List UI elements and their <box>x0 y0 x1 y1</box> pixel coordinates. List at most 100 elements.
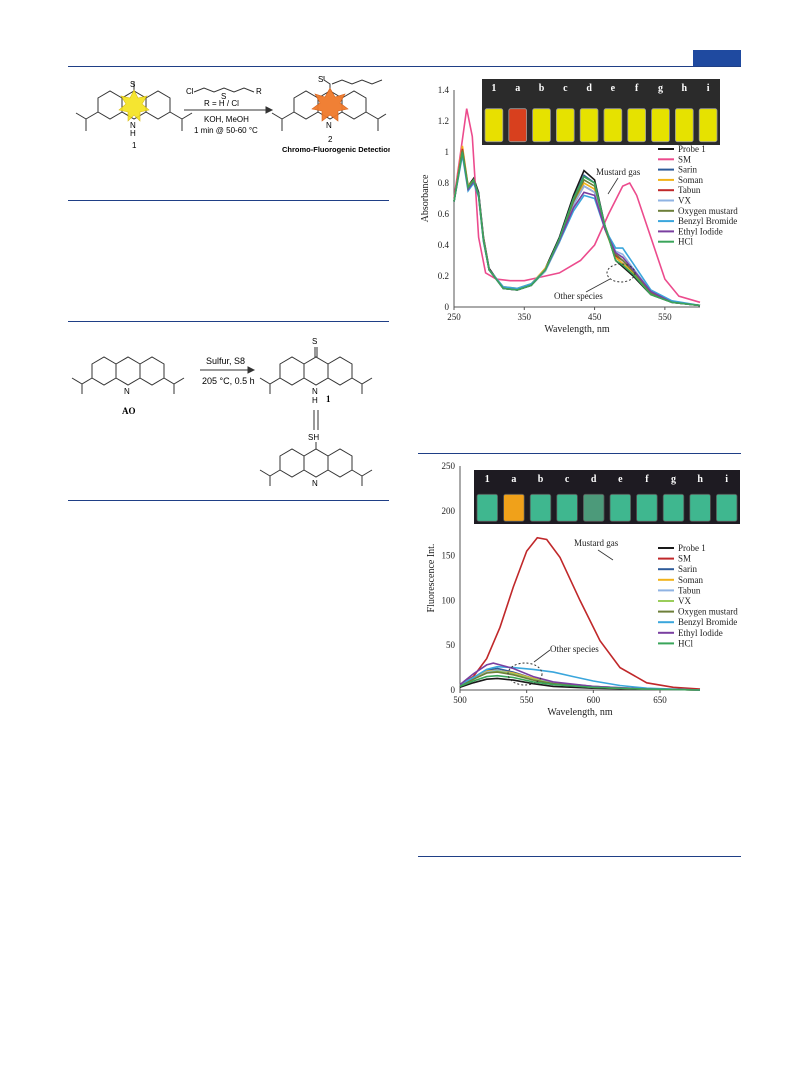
vial <box>476 493 499 522</box>
vial <box>555 108 575 143</box>
x-tick-label: 550 <box>658 312 672 322</box>
reaction-scheme-1: S N H 1 Cl S R R = H / Cl KOH, MeOH 1 mi… <box>75 76 390 154</box>
reagent-r-label: R <box>256 87 262 96</box>
y-tick-label: 1.2 <box>438 116 449 126</box>
vial-label: e <box>611 83 616 94</box>
vial <box>627 108 647 143</box>
series-line <box>459 665 701 691</box>
vial-label: e <box>618 474 623 485</box>
y-axis-label: Absorbance <box>420 174 431 222</box>
vial <box>636 493 658 522</box>
legend-entry: HCl <box>678 237 694 247</box>
left-rule-1 <box>68 200 389 201</box>
ao-n-label: N <box>124 387 130 396</box>
legend-entry: SM <box>678 554 691 564</box>
x-tick-label: 500 <box>453 695 467 705</box>
sulfur-reagent: Sulfur, S8 <box>206 356 245 366</box>
vial <box>689 493 711 522</box>
vial <box>529 493 552 522</box>
vial-label: c <box>563 83 568 94</box>
yellow-burst-icon <box>118 89 150 122</box>
annotation-circle <box>507 662 543 686</box>
series-line <box>453 148 701 307</box>
y-tick-label: 0.4 <box>438 240 450 250</box>
vial-label: h <box>697 474 703 485</box>
legend-entry: Benzyl Bromide <box>678 617 737 627</box>
product-s-label: S <box>318 76 323 84</box>
y-tick-label: 1 <box>445 147 450 157</box>
annotation-pointer <box>607 177 619 195</box>
y-tick-label: 1.4 <box>438 85 450 95</box>
y-tick-label: 0.6 <box>438 209 450 219</box>
vial <box>508 108 528 143</box>
series-line <box>459 674 701 691</box>
legend-entry: Ethyl Iodide <box>678 628 723 638</box>
vial <box>503 493 525 522</box>
x-tick-label: 600 <box>587 695 601 705</box>
annotation-pointer <box>597 549 614 561</box>
reagent-s-label: S <box>221 92 226 101</box>
legend-entry: Sarin <box>678 564 697 574</box>
legend-entry: Tabun <box>678 185 701 195</box>
legend-entry: Tabun <box>678 585 701 595</box>
thione-s-label: S <box>312 337 317 346</box>
series-line <box>453 154 701 307</box>
vial-label: d <box>586 83 592 94</box>
vial-label: 1 <box>485 474 490 485</box>
vial <box>662 493 685 522</box>
series-line <box>459 536 701 690</box>
legend-entry: HCl <box>678 638 694 648</box>
sulfur-conditions: 205 °C, 0.5 h <box>202 376 255 386</box>
vial-label: f <box>645 474 649 485</box>
vial-label: d <box>591 474 597 485</box>
conditions-2: 1 min @ 50-60 °C <box>194 126 258 135</box>
vial-label: 1 <box>491 83 496 94</box>
series-line <box>453 151 701 307</box>
annotation-pointer <box>533 649 551 663</box>
y-tick-label: 0 <box>451 685 456 695</box>
absorbance-chart: 0 0.2 0.4 0.6 0.8 1 1.2 1.4 250 350 450 550 Waveleng… <box>420 79 738 335</box>
product-n-label: N <box>326 121 332 130</box>
vial-label: i <box>725 474 728 485</box>
series-line <box>453 151 701 307</box>
series-line <box>453 148 701 307</box>
legend-entry: Oxygen mustard <box>678 206 738 216</box>
vial-label: g <box>658 83 663 94</box>
x-tick-label: 250 <box>447 312 461 322</box>
series-line <box>453 108 701 304</box>
x-tick-label: 350 <box>518 312 532 322</box>
vial-label: g <box>671 474 676 485</box>
legend-entry: Ethyl Iodide <box>678 226 723 236</box>
conditions-1: KOH, MeOH <box>204 115 249 124</box>
compound-2-label: 2 <box>328 135 333 144</box>
y-tick-label: 0.8 <box>438 178 450 188</box>
vial <box>484 108 504 143</box>
reagent-label: Cl <box>186 87 194 96</box>
y-tick-label: 0 <box>445 302 450 312</box>
series-line <box>453 151 701 307</box>
r-definition: R = H / Cl <box>204 99 239 108</box>
legend-entry: Benzyl Bromide <box>678 216 737 226</box>
vial <box>579 108 599 143</box>
y-tick-label: 100 <box>442 595 456 605</box>
annotation-label: Mustard gas <box>574 538 619 548</box>
right-rule-1 <box>418 453 741 454</box>
legend-entry: VX <box>678 596 691 606</box>
annotation-label: Other species <box>554 291 603 301</box>
annotation-circle <box>606 263 636 283</box>
fluorescence-chart: 0 50 100 150 200 250 500 550 600 650 Wavelength, n… <box>426 461 740 718</box>
legend-entry: Sarin <box>678 165 697 175</box>
ao-label: AO <box>122 406 136 416</box>
annotation-label: Other species <box>550 644 599 654</box>
vial <box>556 493 578 522</box>
x-tick-label: 450 <box>588 312 602 322</box>
series-line <box>453 150 701 307</box>
vial-label: b <box>539 83 545 94</box>
y-tick-label: 0.2 <box>438 271 449 281</box>
vial-label: a <box>515 83 520 94</box>
vial <box>532 108 551 143</box>
y-tick-label: 50 <box>446 640 456 650</box>
legend-entry: SM <box>678 154 691 164</box>
vial <box>609 493 632 522</box>
vial <box>674 108 694 143</box>
